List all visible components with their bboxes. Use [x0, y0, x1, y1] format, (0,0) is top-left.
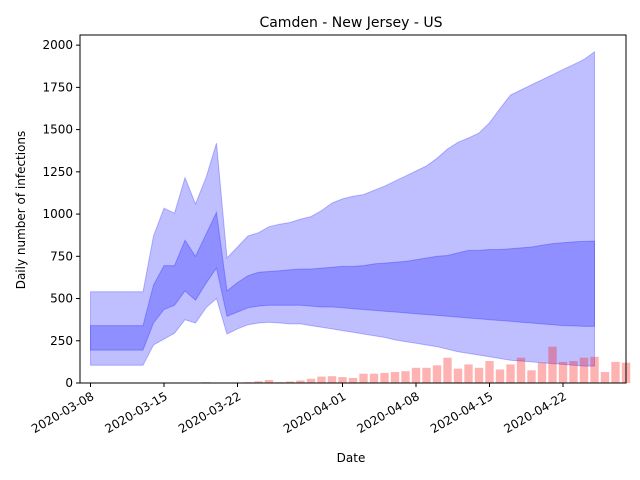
- daily-bar: [411, 367, 421, 383]
- daily-bar: [453, 368, 463, 383]
- x-tick-label: 2020-04-08: [354, 389, 421, 436]
- daily-bar: [359, 373, 368, 383]
- daily-bar: [432, 365, 442, 383]
- daily-bar: [327, 376, 337, 383]
- daily-bar: [548, 346, 557, 383]
- daily-bar: [485, 361, 494, 383]
- daily-bar: [600, 372, 610, 383]
- daily-bar: [380, 372, 389, 383]
- daily-bar: [422, 367, 431, 383]
- daily-bar: [590, 356, 599, 383]
- y-tick-label: 500: [50, 292, 73, 306]
- daily-bar: [348, 377, 358, 383]
- daily-bar: [338, 377, 347, 383]
- y-tick-label: 1250: [42, 165, 73, 179]
- x-tick-label: 2020-04-22: [501, 389, 568, 436]
- daily-bar: [306, 378, 316, 383]
- x-axis-label: Date: [337, 451, 366, 465]
- daily-bar: [474, 367, 484, 383]
- x-tick-label: 2020-03-15: [102, 389, 169, 436]
- y-tick-label: 1000: [42, 207, 73, 221]
- y-tick-label: 1500: [42, 123, 73, 137]
- x-tick-label: 2020-04-01: [281, 389, 348, 436]
- daily-bar: [495, 369, 505, 383]
- daily-bar: [506, 364, 515, 383]
- y-axis: 0 250 500 750 1000 1250 1500 1750 2000: [42, 38, 80, 390]
- daily-bar: [537, 362, 547, 383]
- band-outer: [90, 50, 595, 367]
- y-axis-label: Daily number of infections: [14, 131, 28, 290]
- daily-bar: [443, 357, 452, 383]
- daily-bar: [611, 361, 620, 383]
- y-tick-label: 750: [50, 249, 73, 263]
- daily-bar: [401, 371, 410, 383]
- daily-bar: [254, 381, 263, 383]
- x-tick-label: 2020-04-15: [428, 389, 495, 436]
- daily-bar: [296, 380, 305, 383]
- y-tick-label: 2000: [42, 38, 73, 52]
- x-tick-label: 2020-03-22: [176, 389, 243, 436]
- y-tick-label: 1750: [42, 80, 73, 94]
- x-axis: 2020-03-08 2020-03-15 2020-03-22 2020-04-01…: [29, 383, 569, 436]
- daily-bar: [558, 361, 568, 383]
- band-inner: [90, 210, 595, 351]
- daily-bar: [264, 380, 274, 383]
- y-tick-label: 250: [50, 334, 73, 348]
- daily-bar: [369, 373, 379, 383]
- daily-bar: [516, 357, 526, 383]
- y-tick-label: 0: [65, 376, 73, 390]
- daily-bar: [579, 357, 589, 383]
- plot-area: [90, 50, 631, 383]
- daily-bar: [464, 364, 473, 383]
- daily-bar: [527, 370, 536, 383]
- plot-frame: [79, 34, 627, 384]
- chart-title: Camden - New Jersey - US: [259, 15, 442, 31]
- daily-bar: [569, 361, 578, 383]
- daily-bar: [390, 372, 400, 383]
- x-tick-label: 2020-03-08: [29, 389, 96, 436]
- daily-bar: [317, 376, 326, 383]
- daily-bar: [285, 381, 295, 383]
